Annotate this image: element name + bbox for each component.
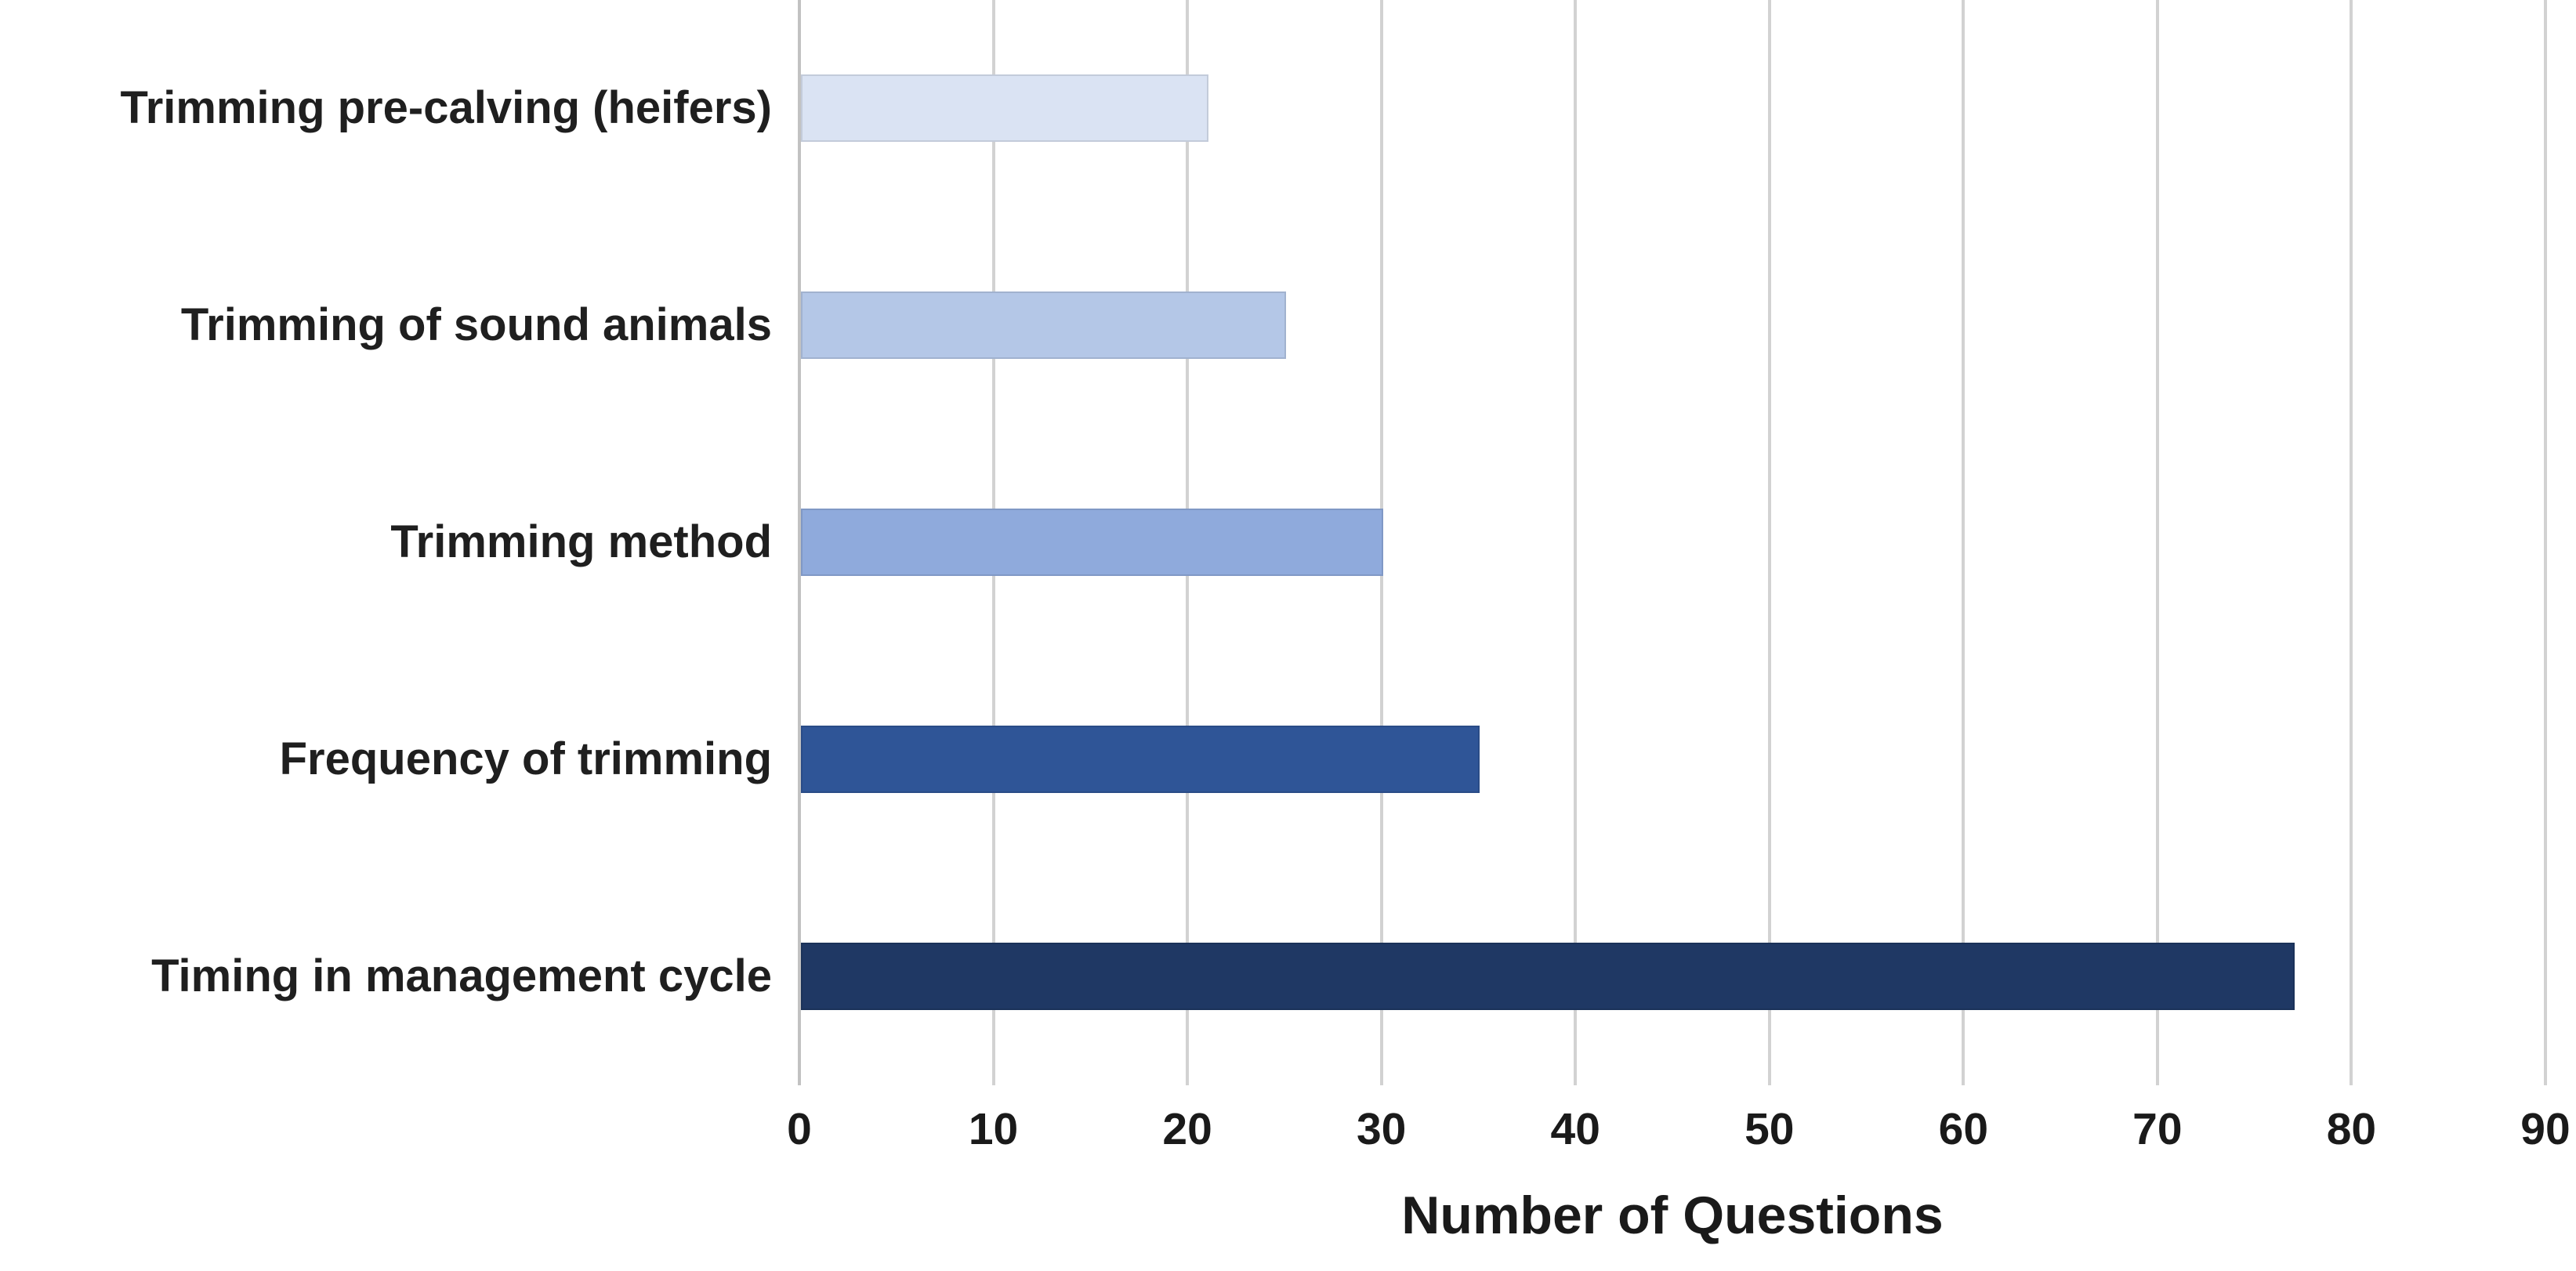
x-tick-label-0: 0 — [787, 1104, 812, 1154]
x-tick-label-80: 80 — [2326, 1104, 2377, 1154]
x-tick-label-40: 40 — [1550, 1104, 1600, 1154]
category-label: Trimming method — [390, 516, 772, 567]
bar — [801, 74, 1208, 142]
gridline-x-80 — [2350, 0, 2353, 1085]
x-tick-label-60: 60 — [1938, 1104, 1989, 1154]
gridline-x-70 — [2155, 0, 2159, 1085]
bar — [801, 943, 2295, 1010]
x-tick-label-30: 30 — [1356, 1104, 1407, 1154]
gridline-x-60 — [1962, 0, 1966, 1085]
bar — [801, 291, 1286, 359]
bar — [801, 726, 1480, 793]
category-label: Frequency of trimming — [279, 733, 772, 784]
category-label: Timing in management cycle — [151, 951, 772, 1001]
x-tick-label-20: 20 — [1162, 1104, 1212, 1154]
gridline-x-0 — [798, 0, 801, 1085]
x-tick-label-50: 50 — [1745, 1104, 1795, 1154]
bar — [801, 509, 1383, 576]
x-tick-label-10: 10 — [968, 1104, 1019, 1154]
gridline-x-50 — [1767, 0, 1771, 1085]
category-label: Trimming of sound animals — [180, 299, 772, 350]
x-axis-title: Number of Questions — [1401, 1186, 1944, 1245]
x-tick-label-90: 90 — [2520, 1104, 2571, 1154]
gridline-x-40 — [1574, 0, 1578, 1085]
gridline-x-90 — [2544, 0, 2547, 1085]
category-label: Trimming pre-calving (heifers) — [120, 82, 772, 133]
x-tick-label-70: 70 — [2132, 1104, 2183, 1154]
